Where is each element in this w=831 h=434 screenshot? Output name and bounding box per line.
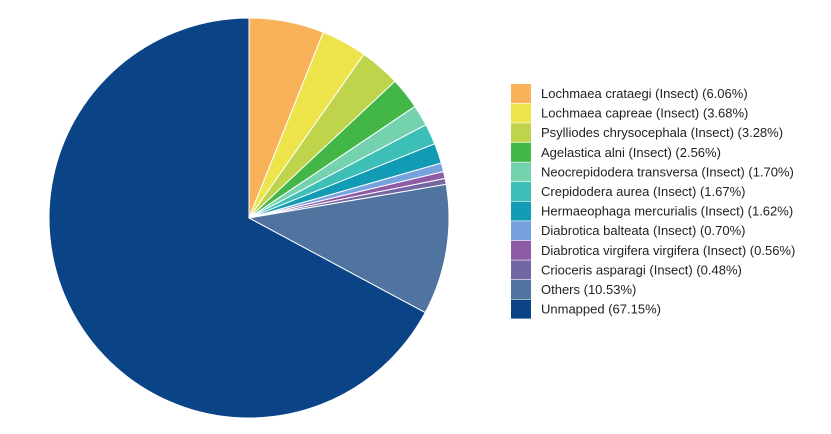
legend-label: Psylliodes chrysocephala (Insect) (3.28%… <box>541 125 783 140</box>
legend-item[interactable]: Lochmaea crataegi (Insect) (6.06%) <box>511 84 748 103</box>
legend-item[interactable]: Unmapped (67.15%) <box>511 299 661 319</box>
legend-item[interactable]: Neocrepidodera transversa (Insect) (1.70… <box>511 162 794 182</box>
legend-label: Diabrotica balteata (Insect) (0.70%) <box>541 223 745 238</box>
chart-legend: Lochmaea crataegi (Insect) (6.06%) Lochma… <box>511 84 795 319</box>
legend-swatch <box>511 299 531 319</box>
legend-label: Diabrotica virgifera virgifera (Insect) … <box>541 243 795 258</box>
legend-item[interactable]: Agelastica alni (Insect) (2.56%) <box>511 142 721 162</box>
legend-swatch <box>511 201 531 221</box>
legend-label: Hermaeophaga mercurialis (Insect) (1.62%… <box>541 204 793 219</box>
legend-item[interactable]: Psylliodes chrysocephala (Insect) (3.28%… <box>511 123 783 143</box>
legend-swatch <box>511 221 531 241</box>
legend-label: Neocrepidodera transversa (Insect) (1.70… <box>541 164 794 179</box>
legend-swatch <box>511 142 531 162</box>
legend-label: Others (10.53%) <box>541 282 636 297</box>
legend-item[interactable]: Lochmaea capreae (Insect) (3.68%) <box>511 103 748 123</box>
legend-label: Lochmaea crataegi (Insect) (6.06%) <box>541 86 748 101</box>
legend-swatch <box>511 280 531 299</box>
legend-label: Lochmaea capreae (Insect) (3.68%) <box>541 106 748 121</box>
legend-item[interactable]: Hermaeophaga mercurialis (Insect) (1.62%… <box>511 201 793 221</box>
legend-item[interactable]: Diabrotica balteata (Insect) (0.70%) <box>511 221 745 241</box>
pie-slices <box>48 17 450 419</box>
legend-label: Crioceris asparagi (Insect) (0.48%) <box>541 262 742 277</box>
legend-item[interactable]: Crepidodera aurea (Insect) (1.67%) <box>511 182 746 201</box>
pie-slice-10[interactable] <box>247 183 450 314</box>
legend-label: Agelastica alni (Insect) (2.56%) <box>541 145 721 160</box>
legend-swatch <box>511 260 531 280</box>
legend-swatch <box>511 84 531 103</box>
legend-swatch <box>511 123 531 143</box>
legend-swatch <box>511 162 531 182</box>
legend-swatch <box>511 182 531 201</box>
legend-item[interactable]: Others (10.53%) <box>511 280 636 299</box>
legend-swatch <box>511 103 531 123</box>
legend-item[interactable]: Diabrotica virgifera virgifera (Insect) … <box>511 240 795 260</box>
legend-item[interactable]: Crioceris asparagi (Insect) (0.48%) <box>511 260 742 280</box>
legend-label: Unmapped (67.15%) <box>541 302 661 317</box>
legend-swatch <box>511 240 531 260</box>
legend-label: Crepidodera aurea (Insect) (1.67%) <box>541 184 746 199</box>
pie-slice-11[interactable] <box>48 17 426 419</box>
